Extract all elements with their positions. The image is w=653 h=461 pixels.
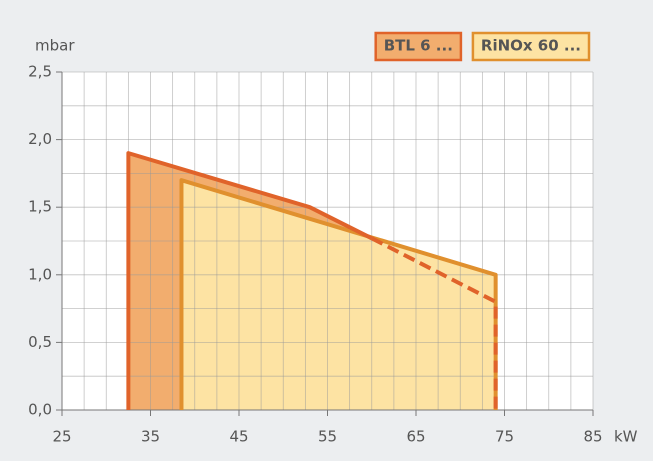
x-axis-label: kW bbox=[614, 428, 638, 446]
y-tick-label: 0,5 bbox=[28, 333, 52, 351]
legend-box bbox=[374, 31, 463, 62]
y-tick-label: 2,0 bbox=[28, 130, 52, 148]
x-tick-label: 55 bbox=[318, 428, 337, 446]
y-axis-label: mbar bbox=[35, 37, 75, 55]
x-tick-label: 75 bbox=[495, 428, 514, 446]
legend-box bbox=[471, 31, 591, 62]
x-tick-label: 85 bbox=[583, 428, 602, 446]
area-fill bbox=[181, 180, 496, 410]
y-tick-label: 1,0 bbox=[28, 265, 52, 283]
y-tick-label: 1,5 bbox=[28, 198, 52, 216]
legend-label: RiNOx 60 ... bbox=[481, 37, 581, 55]
y-tick-label: 0,0 bbox=[28, 401, 52, 419]
x-tick-label: 65 bbox=[406, 428, 425, 446]
series-line bbox=[126, 151, 373, 410]
x-tick-label: 25 bbox=[52, 428, 71, 446]
y-tick-label: 2,5 bbox=[28, 63, 52, 81]
x-tick-label: 35 bbox=[141, 428, 160, 446]
x-tick-label: 45 bbox=[229, 428, 248, 446]
series-line bbox=[179, 178, 498, 410]
legend-label: BTL 6 ... bbox=[384, 37, 453, 55]
series-line bbox=[370, 236, 498, 410]
